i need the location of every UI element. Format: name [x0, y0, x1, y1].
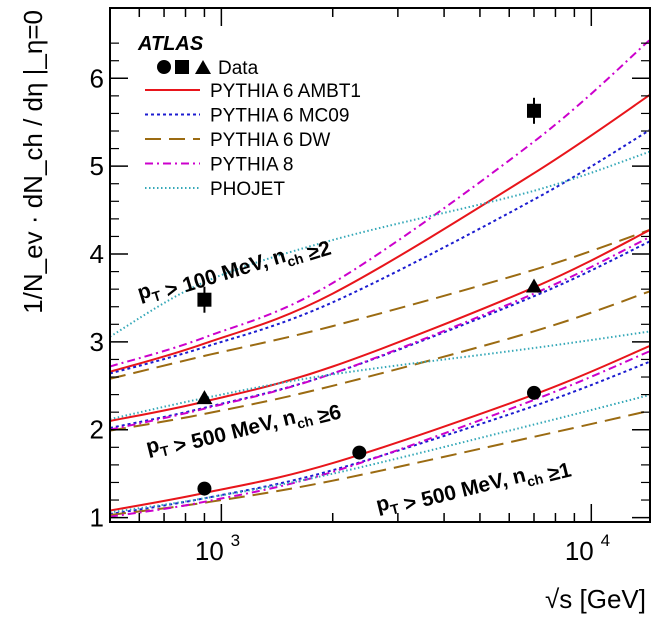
data-markers: [196, 97, 542, 496]
y-tick-label: 3: [90, 327, 104, 357]
axis-ticks: [109, 8, 650, 522]
series-line-pythia-6-ambt1-pt-100mev-nch-2: [110, 93, 651, 373]
experiment-label: ATLAS: [137, 33, 204, 55]
annotation-pt500-nch1-text: pT > 500 MeV, nch ≥1: [374, 447, 574, 529]
x-tick-label: 10: [195, 536, 224, 566]
x-axis-title: √s [GeV]: [545, 584, 646, 614]
legend-entries: PYTHIA 6 AMBT1 PYTHIA 6 MC09 PYTHIA 6 DW PY…: [145, 81, 361, 200]
model-lines: [110, 38, 651, 518]
y-tick-label: 5: [90, 151, 104, 181]
legend-data-label: Data: [218, 58, 259, 79]
annotation-pt500-nch6-text: pT > 500 MeV, nch ≥6: [144, 389, 344, 471]
plot-frame: [109, 7, 651, 523]
data-point-circle: [352, 445, 367, 460]
y-axis-title: 1/N_ev · dN_ch / dη |_η=0: [18, 10, 48, 314]
annotation-pt100-nch2: pT > 100 MeV, nch ≥2: [135, 225, 334, 316]
data-point-square: [197, 292, 212, 307]
data-point-triangle: [525, 278, 542, 293]
series-line-pythia-8-pt-500mev-nch-1: [110, 349, 651, 518]
series-line-pythia-6-mc09-pt-500mev-nch-1: [110, 360, 651, 516]
series-line-pythia-6-dw-pt-500mev-nch-6: [110, 289, 651, 432]
y-tick-label: 1: [90, 503, 104, 533]
series-line-pythia-6-ambt1-pt-500mev-nch-6: [110, 228, 651, 422]
series-line-pythia-6-dw-pt-100mev-nch-2: [110, 228, 651, 380]
legend-label-phojet: PHOJET: [210, 179, 285, 200]
y-tick-label: 6: [90, 63, 104, 93]
series-line-pythia-6-mc09-pt-100mev-nch-2: [110, 128, 651, 375]
series-line-pythia-8-pt-500mev-nch-6: [110, 235, 651, 431]
series-line-pythia-6-ambt1-pt-500mev-nch-1: [110, 344, 651, 512]
x-tick-label: 10: [565, 536, 594, 566]
legend-label-pythia-6-mc09: PYTHIA 6 MC09: [210, 106, 349, 127]
legend-label-pythia-8: PYTHIA 8: [210, 155, 293, 176]
y-tick-label: 4: [90, 239, 104, 269]
annotation-pt500-nch6: pT > 500 MeV, nch ≥6: [144, 389, 344, 471]
x-tick-exponent: 3: [231, 531, 240, 550]
legend-square-marker: [175, 60, 189, 74]
legend-label-pythia-6-dw: PYTHIA 6 DW: [210, 130, 330, 151]
series-line-pythia-6-mc09-pt-500mev-nch-6: [110, 239, 651, 429]
series-line-phojet-pt-500mev-nch-1: [110, 393, 651, 514]
data-point-circle: [526, 385, 541, 400]
annotation-pt100-nch2-text: pT > 100 MeV, nch ≥2: [135, 225, 334, 316]
data-point-circle: [197, 481, 212, 496]
tick-labels: 1 2 3 4 5 6 10 3 10 4: [90, 63, 611, 566]
data-point-triangle: [196, 390, 213, 405]
y-tick-label: 2: [90, 415, 104, 445]
series-line-phojet-pt-100mev-nch-2: [110, 150, 651, 338]
series-line-pythia-8-pt-100mev-nch-2: [110, 38, 651, 368]
series-line-phojet-pt-500mev-nch-6: [110, 330, 651, 421]
legend-data-entry: Data: [157, 58, 259, 79]
x-tick-exponent: 4: [601, 531, 610, 550]
annotation-pt500-nch1: pT > 500 MeV, nch ≥1: [374, 447, 574, 529]
legend-triangle-marker: [195, 60, 211, 74]
legend-circle-marker: [157, 60, 171, 74]
legend-label-pythia-6-ambt1: PYTHIA 6 AMBT1: [210, 81, 361, 102]
data-point-square: [526, 103, 541, 118]
